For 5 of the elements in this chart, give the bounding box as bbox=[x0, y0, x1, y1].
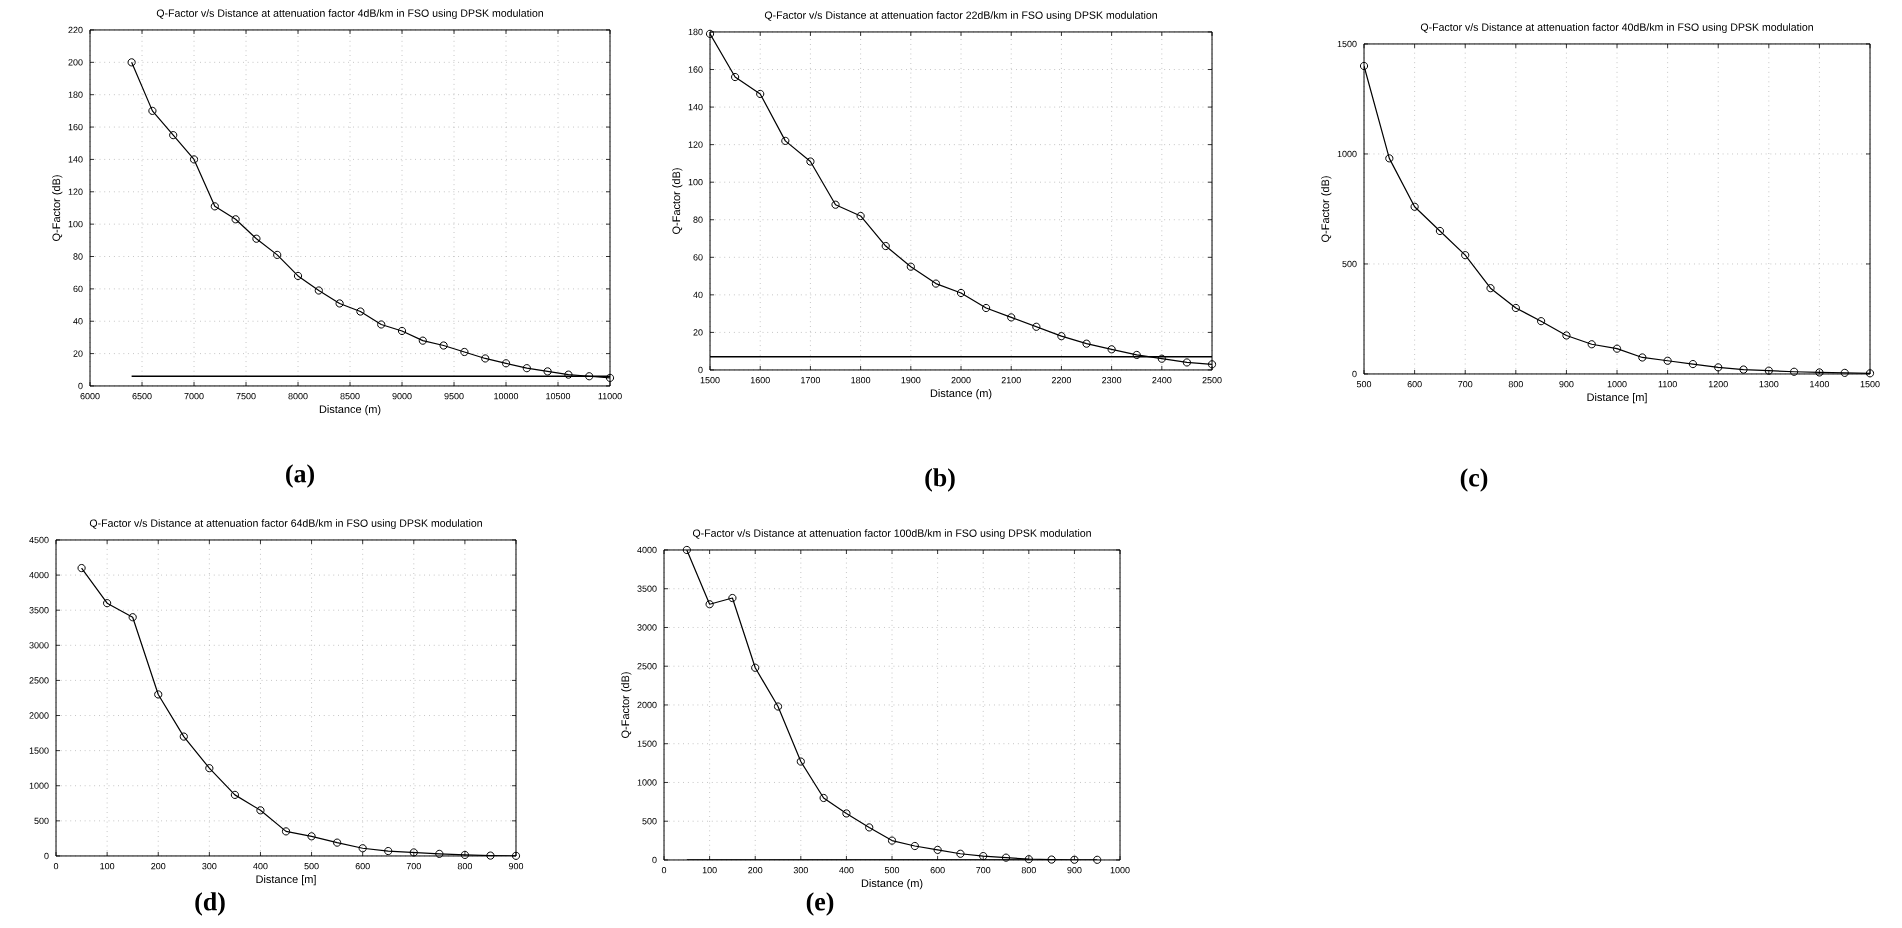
text: (d) bbox=[195, 892, 225, 916]
text: (b) bbox=[925, 468, 955, 492]
text: (c) bbox=[1460, 468, 1488, 492]
text: (a) bbox=[286, 464, 314, 488]
text: (e) bbox=[806, 892, 834, 916]
